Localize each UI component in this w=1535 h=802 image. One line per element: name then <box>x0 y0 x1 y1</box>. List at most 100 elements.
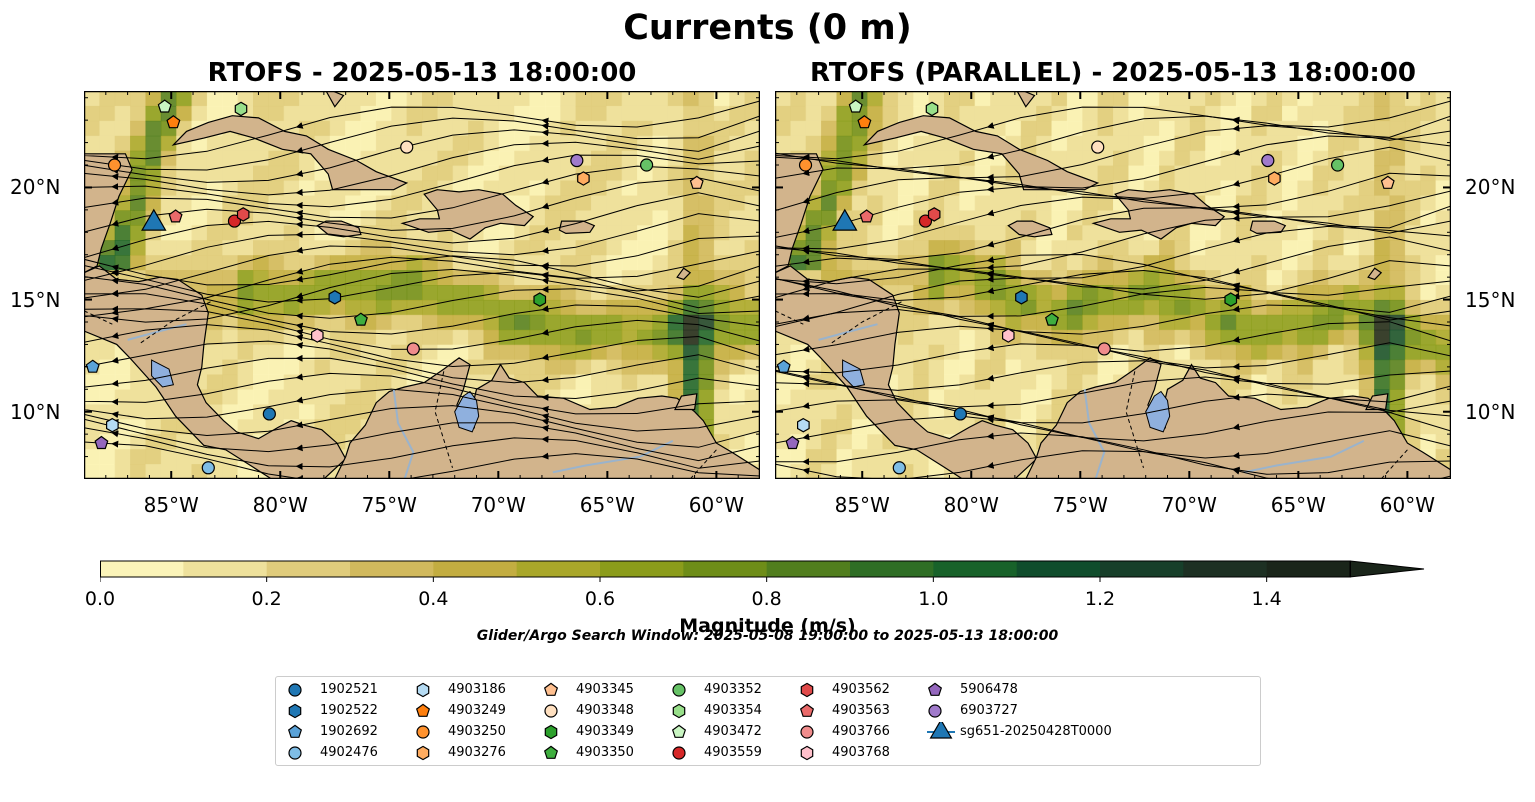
legend-marker-4903350 <box>543 745 559 759</box>
rtofs-map-panel <box>84 91 760 479</box>
lon-label-left: 60°W <box>688 493 744 517</box>
streamline <box>84 235 760 299</box>
marker-1902521 <box>262 407 276 421</box>
colorbar-segment <box>516 561 601 577</box>
colorbar-tick-label: 0.6 <box>584 588 616 610</box>
colorbar-extend-arrow <box>1349 560 1425 578</box>
legend-label: 1902521 <box>320 682 378 697</box>
marker-4903562 <box>927 207 941 222</box>
legend-label: 4903276 <box>448 745 506 760</box>
streamline <box>775 325 1451 369</box>
lon-label-right: 70°W <box>1161 493 1217 517</box>
legend-label: 4903354 <box>704 703 762 718</box>
streamline <box>84 293 760 335</box>
colorbar-tick-label: 0.2 <box>251 588 282 610</box>
legend-label: 4903472 <box>704 724 762 739</box>
colorbar-tick-label: 1.4 <box>1251 588 1282 610</box>
legend-marker-1902522 <box>288 703 302 719</box>
streamline <box>84 441 760 479</box>
marker-1902522 <box>328 290 342 305</box>
legend-marker-4903348 <box>544 704 558 718</box>
legend-label: 1902522 <box>320 703 378 718</box>
colorbar-segment <box>183 561 268 577</box>
marker-4903352 <box>1331 158 1345 172</box>
marker-4903250 <box>107 158 122 172</box>
marker-4902476 <box>892 461 906 475</box>
lat-label-left: 15°N <box>10 287 61 312</box>
marker-4903186 <box>106 417 119 433</box>
land-central-america <box>84 265 347 479</box>
legend-label: 4903563 <box>832 703 890 718</box>
streamline <box>84 100 760 160</box>
streamline <box>775 125 1451 179</box>
lat-label-left: 10°N <box>10 399 61 424</box>
streamline <box>775 115 1451 170</box>
border-line <box>434 371 453 468</box>
lon-label-right: 65°W <box>1270 493 1326 517</box>
marker-4903350 <box>353 312 368 326</box>
land-central-america <box>775 265 1038 479</box>
streamline <box>775 190 1451 250</box>
river-0 <box>1083 389 1106 479</box>
streamline <box>84 388 760 432</box>
streamline <box>775 450 1451 479</box>
land-puerto-rico <box>558 220 596 235</box>
colorbar-segment <box>433 561 518 577</box>
legend-label: 4903768 <box>832 745 890 760</box>
colorbar-segment <box>850 561 934 577</box>
marker-6903727 <box>1261 153 1275 168</box>
legend-label: 4903352 <box>704 682 762 697</box>
marker-4903345 <box>1380 175 1395 189</box>
streamline <box>84 340 760 384</box>
legend-label: 1902692 <box>320 724 378 739</box>
search-window-caption: Glider/Argo Search Window: 2025-05-08 19… <box>476 628 1059 644</box>
legend-marker-4903352 <box>672 683 686 697</box>
streamlines <box>84 100 760 479</box>
marker-4903766 <box>406 342 420 356</box>
marker-4903472 <box>157 99 172 113</box>
marker-4903563 <box>168 209 183 223</box>
river-1 <box>552 439 674 474</box>
streamline <box>84 276 760 319</box>
streamline <box>775 216 1451 270</box>
legend-marker-4903768 <box>800 745 814 761</box>
river-2 <box>818 323 878 341</box>
streamline <box>84 372 760 415</box>
legend-marker-sg651-20250428T0000 <box>929 722 953 739</box>
rtofs-parallel-map-panel <box>775 91 1451 479</box>
right-panel-title: RTOFS (PARALLEL) - 2025-05-13 18:00:00 <box>810 58 1416 88</box>
lon-label-left: 85°W <box>143 493 199 517</box>
marker-4903276 <box>577 171 590 186</box>
streamline <box>84 154 760 208</box>
lake-nicaragua <box>842 359 866 388</box>
river-1 <box>1243 439 1365 474</box>
marker-4903472 <box>848 99 863 113</box>
marker-1902692 <box>85 359 100 373</box>
streamline <box>84 427 760 469</box>
streamline <box>775 253 1451 296</box>
streamline <box>775 100 1451 160</box>
colorbar-segment <box>683 561 768 577</box>
colorbar-tick-label: 1.0 <box>918 588 949 610</box>
streamline <box>84 357 760 400</box>
colorbar-segment <box>600 561 684 577</box>
legend-marker-4903354 <box>672 703 686 719</box>
streamline <box>84 165 760 219</box>
legend-label: 4902476 <box>320 745 378 760</box>
marker-6903727 <box>570 153 584 168</box>
observation-markers <box>776 99 1395 475</box>
streamline <box>84 129 760 183</box>
marker-4902476 <box>201 461 215 475</box>
marker-4903350 <box>1044 312 1059 326</box>
streamline <box>84 141 760 196</box>
border-line <box>829 301 902 345</box>
streamline <box>84 115 760 171</box>
marker-4903250 <box>798 158 813 172</box>
streamline <box>84 308 760 350</box>
streamline <box>84 265 760 323</box>
land-yucatan <box>775 153 824 274</box>
legend-marker-1902692 <box>287 724 303 738</box>
streamline <box>775 225 1451 279</box>
marker-4903563 <box>859 209 874 223</box>
lake-maracaibo <box>1145 390 1171 433</box>
